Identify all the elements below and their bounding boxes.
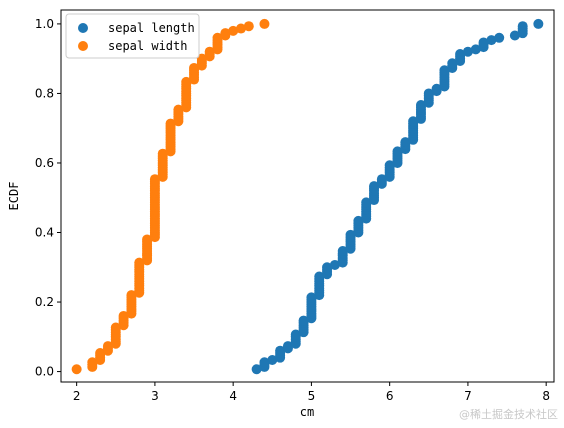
x-tick-label: 6 [386,389,394,403]
data-point [322,262,333,273]
series-sepal-length [251,18,544,375]
data-point [251,364,262,375]
data-point [517,21,528,32]
x-axis: 2 3 4 5 6 7 8 [73,382,550,403]
data-point [486,35,497,46]
data-point [408,116,419,127]
series-sepal-width [71,18,270,375]
plot-frame [60,9,555,383]
x-tick-label: 7 [464,389,472,403]
data-point [337,246,348,257]
data-point [157,148,168,159]
legend-box [65,13,200,59]
y-tick-label: 0.6 [35,156,54,170]
data-point [361,197,372,208]
legend-label-sepal-length: sepal length [108,21,195,35]
data-point [306,292,317,303]
data-points [71,18,544,375]
y-tick-label: 0.8 [35,86,54,100]
data-point [400,137,411,148]
data-point [439,65,450,76]
legend: sepal length sepal width [65,13,200,59]
data-point [134,257,145,268]
data-point [298,315,309,326]
data-point [212,32,223,43]
x-tick-label: 2 [73,389,81,403]
data-point [102,341,113,352]
data-point [71,364,82,375]
data-point [282,341,293,352]
data-point [314,271,325,282]
legend-marker-sepal-length [78,23,88,33]
data-point [228,25,239,36]
data-point [275,345,286,356]
data-point [165,118,176,129]
y-tick-label: 1.0 [35,17,54,31]
data-point [376,174,387,185]
x-tick-label: 4 [229,389,237,403]
data-point [415,100,426,111]
legend-marker-sepal-width [78,41,88,51]
data-point [235,23,246,34]
data-point [345,229,356,240]
y-axis: 0.0 0.2 0.4 0.6 0.8 1.0 [35,17,61,379]
y-tick-label: 0.4 [35,226,54,240]
legend-label-sepal-width: sepal width [108,39,187,53]
data-point [447,58,458,69]
data-point [181,76,192,87]
data-point [470,44,481,55]
data-point [118,310,129,321]
data-point [259,18,270,29]
watermark: @稀土掘金技术社区 [459,408,558,421]
data-point [494,32,505,43]
data-point [259,357,270,368]
data-point [423,88,434,99]
data-point [290,329,301,340]
data-point [353,215,364,226]
data-point [384,160,395,171]
y-tick-label: 0.0 [35,365,54,379]
x-axis-label: cm [300,405,314,419]
data-point [95,348,106,359]
data-point [243,21,254,32]
data-point [431,83,442,94]
data-point [478,37,489,48]
data-point [369,181,380,192]
data-point [267,354,278,365]
data-point [220,28,231,39]
data-point [329,259,340,270]
data-point [462,46,473,57]
data-point [110,322,121,333]
y-axis-label: ECDF [7,182,21,211]
data-point [455,49,466,60]
x-tick-label: 3 [151,389,159,403]
data-point [189,62,200,73]
data-point [142,234,153,245]
data-point [204,46,215,57]
data-point [509,30,520,41]
x-tick-label: 8 [542,389,550,403]
data-point [87,357,98,368]
data-point [149,174,160,185]
data-point [392,146,403,157]
y-tick-label: 0.2 [35,295,54,309]
data-point [126,290,137,301]
x-tick-label: 5 [308,389,316,403]
data-point [533,18,544,29]
data-point [173,104,184,115]
